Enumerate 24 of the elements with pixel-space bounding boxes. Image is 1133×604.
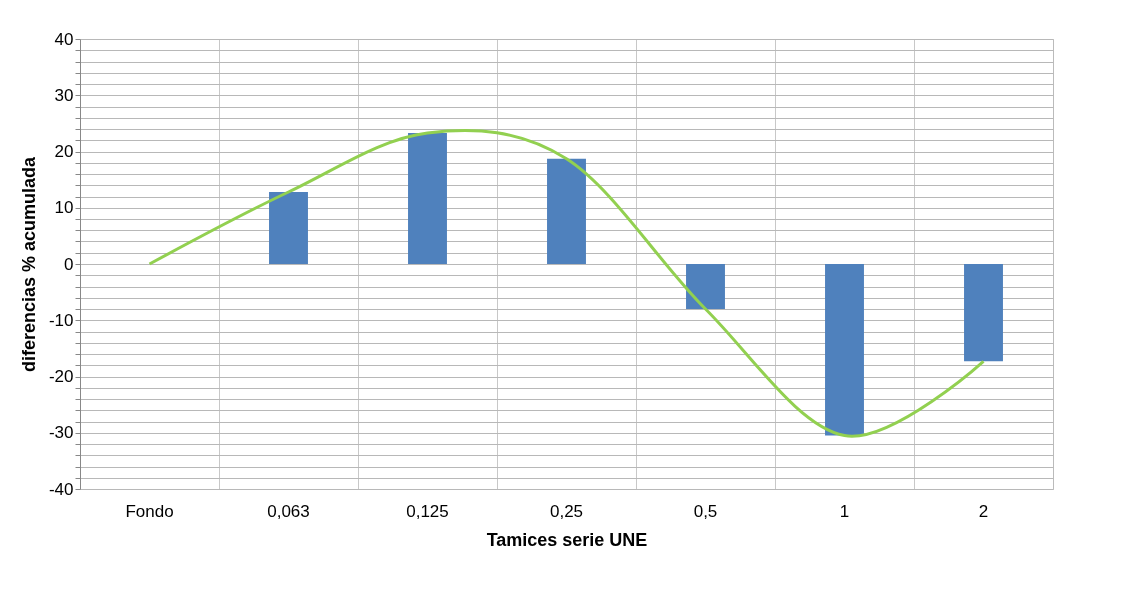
y-tick-label: -20 — [48, 367, 74, 386]
y-tick-label: -30 — [48, 423, 74, 443]
y-tick-label: 40 — [54, 29, 74, 49]
bar — [964, 264, 1003, 362]
x-tick-label: Fondo — [125, 501, 174, 521]
y-tick-label: -40 — [48, 479, 74, 499]
y-tick-label: 30 — [54, 85, 74, 105]
bar — [269, 192, 308, 264]
bar — [686, 264, 725, 309]
y-tick-label: 0 — [64, 254, 74, 274]
y-tick-label: 20 — [54, 142, 74, 161]
x-tick-label: 1 — [839, 501, 850, 521]
x-tick-label: 2 — [978, 501, 989, 521]
bar — [825, 264, 864, 436]
x-tick-label: 0,125 — [406, 501, 449, 521]
y-tick-label: -10 — [48, 310, 74, 330]
y-axis-title: diferencias % acumulada — [18, 155, 39, 373]
bar — [547, 158, 586, 264]
bar — [408, 132, 447, 264]
y-tick-label: 10 — [54, 198, 74, 218]
x-axis-title: Tamices serie UNE — [486, 529, 648, 550]
x-tick-label: 0,5 — [693, 501, 718, 521]
x-tick-label: 0,063 — [267, 501, 310, 521]
x-tick-label: 0,25 — [549, 501, 584, 521]
